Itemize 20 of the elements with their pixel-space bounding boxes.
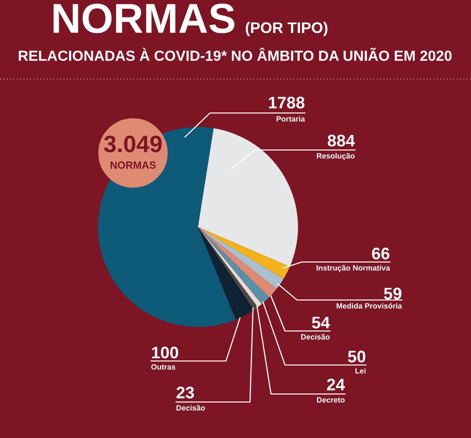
data-label: 24 xyxy=(327,378,345,390)
data-label: 1788 xyxy=(268,96,304,108)
data-label: 59 xyxy=(384,288,402,300)
text: 3.049 xyxy=(104,136,162,152)
pie-slice xyxy=(198,227,277,298)
data-label: 50 xyxy=(348,350,366,362)
data-label: 66 xyxy=(372,248,390,260)
pie-slice xyxy=(98,127,236,327)
data-label: 54 xyxy=(312,316,330,328)
pie-slice xyxy=(198,227,284,289)
chart-title: NORMAS xyxy=(54,4,234,34)
pie-slice xyxy=(198,128,298,267)
pie-slice xyxy=(198,227,290,279)
text: (POR TIPO) xyxy=(246,22,328,36)
data-label: 884 xyxy=(328,134,355,146)
data-label: 100 xyxy=(152,346,178,358)
chart-subtitle: RELACIONADAS À COVID-19* NO ÂMBITO DA UNIÃO EM 2020 xyxy=(18,48,452,61)
pie-slice xyxy=(198,227,254,320)
text: NORMAS xyxy=(110,161,156,169)
data-label: 23 xyxy=(176,386,194,398)
